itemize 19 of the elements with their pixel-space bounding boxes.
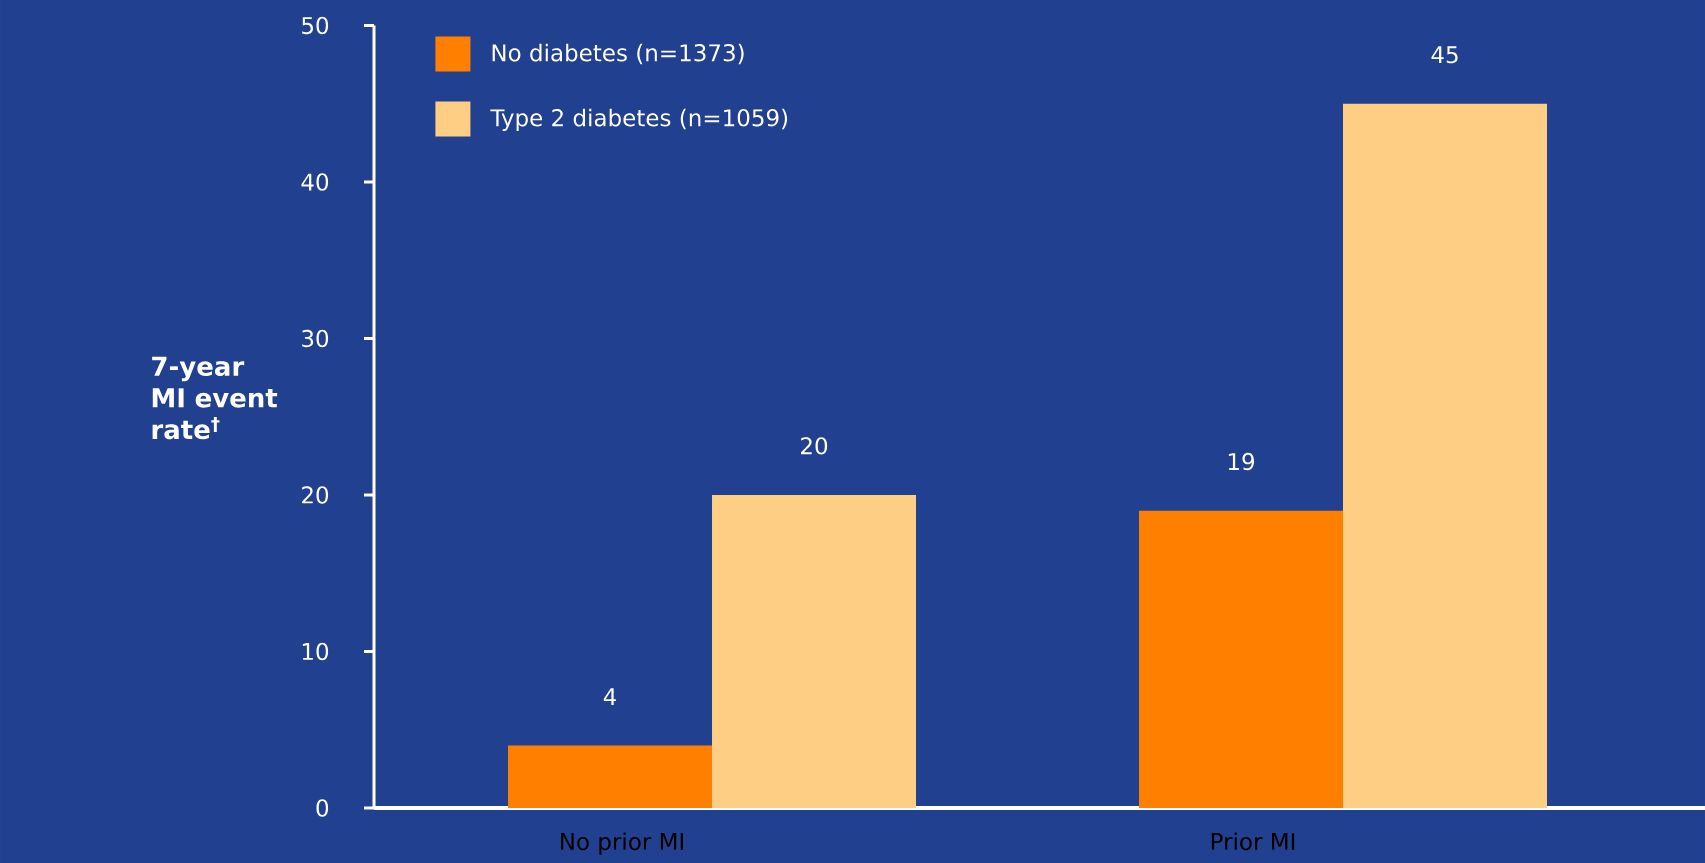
y-tick-label: 0 [316, 799, 329, 817]
data-label: 20 [801, 437, 828, 455]
bar [1139, 510, 1343, 808]
x-tick-label: Prior MI [1211, 832, 1295, 851]
bar [712, 494, 917, 808]
bar [1343, 103, 1547, 808]
y-axis-title: 7-year MI event rate$^{†}$ [152, 356, 278, 440]
data-label: 19 [1228, 452, 1255, 471]
data-label: 45 [1431, 46, 1458, 64]
data-label: 4 [603, 688, 617, 705]
legend-label: Type 2 diabetes (n=1059) [490, 108, 788, 131]
y-tick-label: 40 [301, 173, 329, 191]
y-tick-label: 30 [302, 329, 329, 348]
bar [508, 745, 713, 808]
legend-label: No diabetes (n=1373) [492, 43, 744, 65]
y-tick-label: 20 [302, 486, 329, 504]
y-tick-label: 50 [302, 16, 329, 35]
x-tick-label: No prior MI [561, 832, 683, 855]
y-tick-label: 10 [302, 642, 329, 661]
